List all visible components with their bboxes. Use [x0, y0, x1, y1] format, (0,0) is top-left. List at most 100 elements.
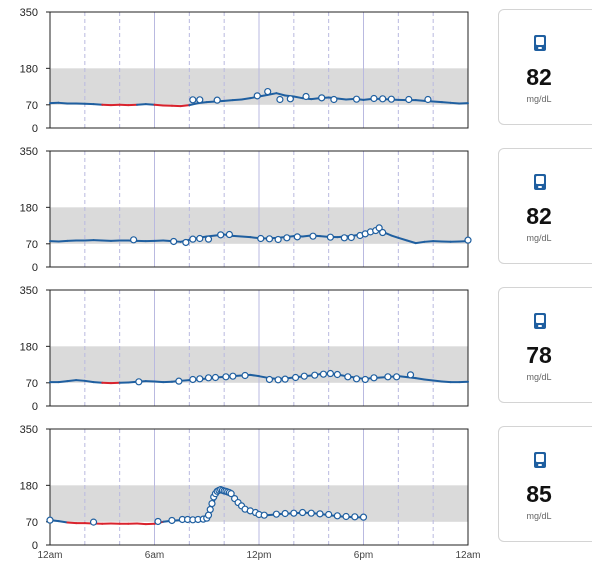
reading-marker[interactable]: [405, 95, 413, 104]
glucose-line-segment: [414, 99, 426, 102]
glucose-line-segment: [423, 240, 435, 243]
reading-card-4[interactable]: 85 mg/dL: [498, 426, 592, 542]
reading-marker[interactable]: [253, 92, 261, 100]
reading-marker[interactable]: [225, 230, 233, 239]
reading-marker[interactable]: [175, 377, 183, 385]
reading-marker[interactable]: [311, 371, 319, 379]
reading-marker[interactable]: [204, 235, 213, 243]
reading-marker[interactable]: [347, 233, 355, 242]
reading-marker[interactable]: [370, 374, 378, 382]
reading-marker[interactable]: [424, 95, 432, 104]
reading-marker[interactable]: [319, 370, 328, 378]
reading-marker[interactable]: [189, 96, 197, 104]
reading-marker[interactable]: [189, 235, 197, 243]
glucose-line-segment: [440, 380, 452, 384]
reading-marker[interactable]: [318, 94, 326, 102]
glucose-line-segment: [390, 234, 400, 239]
reading-marker[interactable]: [241, 371, 249, 380]
reading-marker[interactable]: [196, 234, 204, 243]
reading-marker[interactable]: [154, 517, 162, 526]
reading-marker[interactable]: [265, 235, 274, 243]
reading-marker[interactable]: [351, 513, 359, 521]
reading-marker[interactable]: [325, 510, 333, 519]
reading-marker[interactable]: [316, 510, 324, 518]
reading-marker[interactable]: [392, 373, 401, 381]
reading-marker[interactable]: [89, 518, 98, 526]
reading-marker[interactable]: [333, 512, 341, 520]
reading-marker[interactable]: [359, 513, 368, 521]
reading-marker[interactable]: [130, 236, 138, 244]
reading-marker[interactable]: [384, 373, 392, 381]
reading-marker[interactable]: [333, 370, 341, 379]
reading-marker[interactable]: [196, 96, 204, 104]
reading-marker[interactable]: [170, 237, 178, 246]
glucose-line-segment: [231, 98, 243, 102]
reading-marker[interactable]: [293, 233, 301, 241]
reading-marker[interactable]: [379, 95, 387, 103]
reading-marker[interactable]: [379, 228, 387, 237]
reading-marker[interactable]: [217, 231, 225, 239]
reading-marker[interactable]: [406, 371, 415, 379]
reading-marker[interactable]: [182, 238, 190, 247]
reading-marker[interactable]: [211, 373, 220, 382]
reading-marker[interactable]: [274, 376, 282, 384]
reading-marker[interactable]: [352, 95, 361, 103]
reading-marker[interactable]: [326, 233, 335, 241]
reading-marker[interactable]: [326, 369, 335, 378]
reading-card-3[interactable]: 78 mg/dL: [498, 287, 592, 403]
reading-marker[interactable]: [300, 372, 308, 380]
reading-marker[interactable]: [272, 510, 281, 518]
reading-marker[interactable]: [340, 234, 348, 242]
reading-marker[interactable]: [208, 499, 216, 508]
reading-marker[interactable]: [46, 516, 54, 524]
glucose-meter-icon: [534, 313, 546, 329]
glucose-line-segment: [66, 379, 78, 383]
reading-marker[interactable]: [290, 509, 298, 517]
reading-marker[interactable]: [352, 375, 361, 383]
reading-marker[interactable]: [229, 372, 237, 380]
glucose-line-segment: [153, 380, 165, 384]
reading-marker[interactable]: [291, 373, 300, 382]
reading-marker[interactable]: [196, 375, 204, 383]
reading-marker[interactable]: [281, 375, 289, 383]
reading-card-2[interactable]: 82 mg/dL: [498, 148, 592, 264]
reading-marker[interactable]: [265, 375, 274, 384]
y-tick-label: 0: [32, 540, 38, 552]
glucose-line-segment: [449, 101, 461, 105]
glucose-line-segment: [414, 240, 426, 245]
reading-marker[interactable]: [281, 509, 289, 518]
reading-marker[interactable]: [260, 511, 268, 519]
reading-marker[interactable]: [213, 96, 221, 104]
reading-marker[interactable]: [298, 508, 307, 517]
reading-marker[interactable]: [286, 95, 294, 103]
reading-marker[interactable]: [309, 232, 317, 240]
reading-marker[interactable]: [330, 95, 338, 104]
reading-marker[interactable]: [387, 95, 395, 103]
reading-marker[interactable]: [227, 490, 235, 498]
glucose-line-segment: [136, 522, 147, 526]
reading-marker[interactable]: [370, 94, 378, 103]
reading-marker[interactable]: [189, 375, 197, 384]
reading-marker[interactable]: [264, 87, 272, 96]
reading-marker[interactable]: [257, 234, 265, 243]
glucose-line-segment: [92, 381, 104, 384]
reading-marker[interactable]: [361, 375, 369, 384]
reading-marker[interactable]: [375, 224, 383, 232]
glucose-line-segment: [136, 103, 147, 106]
reading-card-1[interactable]: 82 mg/dL: [498, 9, 592, 125]
reading-marker[interactable]: [135, 378, 143, 386]
glucose-line-segment: [258, 375, 269, 379]
reading-marker[interactable]: [276, 95, 284, 104]
reading-marker[interactable]: [283, 234, 291, 242]
reading-marker[interactable]: [206, 505, 214, 514]
reading-marker[interactable]: [168, 516, 176, 525]
reading-marker[interactable]: [222, 373, 230, 381]
reading-marker[interactable]: [204, 374, 213, 382]
reading-marker[interactable]: [307, 509, 315, 517]
reading-marker[interactable]: [344, 373, 352, 381]
reading-marker[interactable]: [274, 235, 282, 244]
reading-marker[interactable]: [464, 236, 472, 244]
reading-marker[interactable]: [302, 92, 310, 101]
reading-marker[interactable]: [342, 512, 350, 521]
reading-unit: mg/dL: [526, 372, 552, 382]
